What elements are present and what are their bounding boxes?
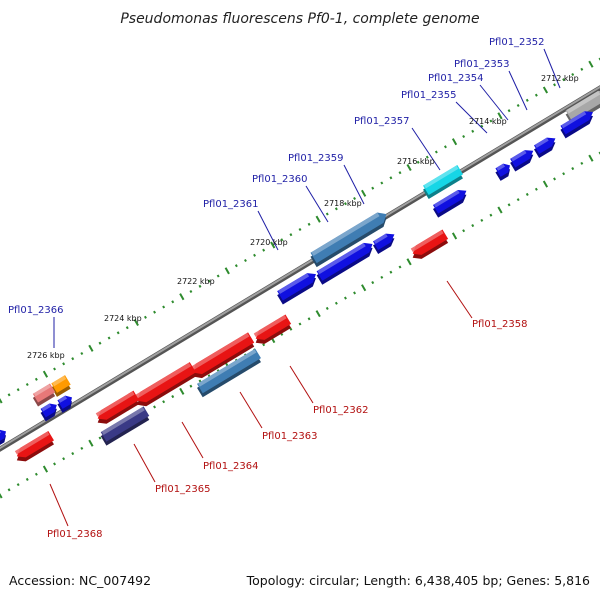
- label-Pfl01_2364-text: Pfl01_2364: [203, 461, 259, 472]
- label-Pfl01_2352-text: Pfl01_2352: [489, 37, 545, 48]
- label-Pfl01_2363: Pfl01_2363: [239, 391, 318, 442]
- gene-Pfl01_2353: [560, 111, 593, 139]
- tick-label: 2722 kbp: [177, 277, 215, 286]
- label-Pfl01_2366: Pfl01_2366: [8, 305, 64, 348]
- inner-tick-track: [0, 151, 600, 499]
- label-Pfl01_2354-text: Pfl01_2354: [428, 73, 484, 84]
- tick-label: 2716 kbp: [397, 157, 435, 166]
- tick-label: 2712 kbp: [541, 74, 579, 83]
- label-Pfl01_2359: Pfl01_2359: [288, 153, 365, 205]
- label-Pfl01_2353-text: Pfl01_2353: [454, 59, 510, 70]
- label-Pfl01_2362-text: Pfl01_2362: [313, 405, 369, 416]
- label-Pfl01_2368: Pfl01_2368: [47, 483, 103, 540]
- gene-Pfl01_2369: [0, 429, 6, 445]
- label-Pfl01_2354: Pfl01_2354: [428, 73, 509, 121]
- label-Pfl01_2352: Pfl01_2352: [489, 37, 561, 89]
- gene-Pfl01_2358: [410, 229, 449, 259]
- outer-tick-track: [0, 57, 600, 404]
- label-Pfl01_2366-text: Pfl01_2366: [8, 305, 64, 316]
- gene-Pfl01_2362b: [190, 332, 255, 379]
- gene-Pfl01_2354: [533, 137, 556, 158]
- gene-Pfl01_2356: [495, 163, 510, 181]
- map-title: Pseudomonas fluorescens Pf0-1, complete …: [120, 11, 479, 27]
- label-Pfl01_2358-text: Pfl01_2358: [472, 319, 528, 330]
- label-Pfl01_2355-text: Pfl01_2355: [401, 90, 457, 101]
- gene-labels: Pfl01_2352 Pfl01_2353 Pfl01_2354 Pfl01_2355…: [8, 37, 561, 540]
- gene-Pfl01_2359b: [432, 190, 467, 218]
- label-Pfl01_2361: Pfl01_2361: [203, 199, 279, 251]
- label-Pfl01_2359-text: Pfl01_2359: [288, 153, 344, 164]
- gene-Pfl01_2359: [310, 212, 387, 268]
- genome-summary-text: Topology: circular; Length: 6,438,405 bp…: [246, 573, 590, 588]
- gene-Pfl01_2366: [51, 375, 71, 397]
- gene-Pfl01_2352: [565, 90, 600, 125]
- label-Pfl01_2361-text: Pfl01_2361: [203, 199, 259, 210]
- gene-Pfl01_2363: [197, 348, 261, 398]
- label-Pfl01_2357: Pfl01_2357: [354, 116, 441, 171]
- gene-Pfl01_2362: [253, 314, 292, 344]
- tick-label: 2720 kbp: [250, 238, 288, 247]
- gene-features: [0, 90, 600, 462]
- genome-backbone: [0, 85, 600, 452]
- label-Pfl01_2363-text: Pfl01_2363: [262, 431, 318, 442]
- label-Pfl01_2355: Pfl01_2355: [401, 90, 488, 134]
- label-Pfl01_2365-text: Pfl01_2365: [155, 484, 211, 495]
- label-Pfl01_2368-text: Pfl01_2368: [47, 529, 103, 540]
- gene-Pfl01_2367: [32, 383, 56, 407]
- label-Pfl01_2358: Pfl01_2358: [446, 280, 528, 330]
- accession-text: Accession: NC_007492: [9, 573, 152, 588]
- gene-Pfl01_2365b: [95, 390, 140, 424]
- label-Pfl01_2357-text: Pfl01_2357: [354, 116, 410, 127]
- label-Pfl01_2360: Pfl01_2360: [252, 174, 329, 223]
- label-Pfl01_2364: Pfl01_2364: [181, 421, 259, 472]
- tick-label: 2726 kbp: [27, 351, 65, 360]
- gene-Pfl01_2361: [277, 273, 316, 305]
- tick-labels: 2712 kbp 2714 kbp 2716 kbp 2718 kbp 2720 kbp…: [27, 74, 579, 360]
- gene-Pfl01_2367b: [40, 403, 57, 422]
- label-Pfl01_2360-text: Pfl01_2360: [252, 174, 308, 185]
- gene-Pfl01_2357: [423, 164, 463, 200]
- label-Pfl01_2365: Pfl01_2365: [133, 443, 211, 495]
- gene-Pfl01_2368: [14, 430, 54, 462]
- label-Pfl01_2353: Pfl01_2353: [454, 59, 528, 111]
- tick-label: 2724 kbp: [104, 314, 142, 323]
- gene-Pfl01_2365: [100, 406, 150, 446]
- tick-tracks: [0, 57, 600, 499]
- label-Pfl01_2362: Pfl01_2362: [289, 365, 369, 416]
- gene-Pfl01_2360: [316, 242, 373, 285]
- gene-Pfl01_2366b: [57, 395, 72, 413]
- gene-Pfl01_2364: [134, 362, 196, 407]
- gene-Pfl01_2360b: [372, 233, 395, 254]
- tick-label: 2718 kbp: [324, 199, 362, 208]
- gene-Pfl01_2355: [510, 150, 534, 172]
- tick-label: 2714 kbp: [469, 117, 507, 126]
